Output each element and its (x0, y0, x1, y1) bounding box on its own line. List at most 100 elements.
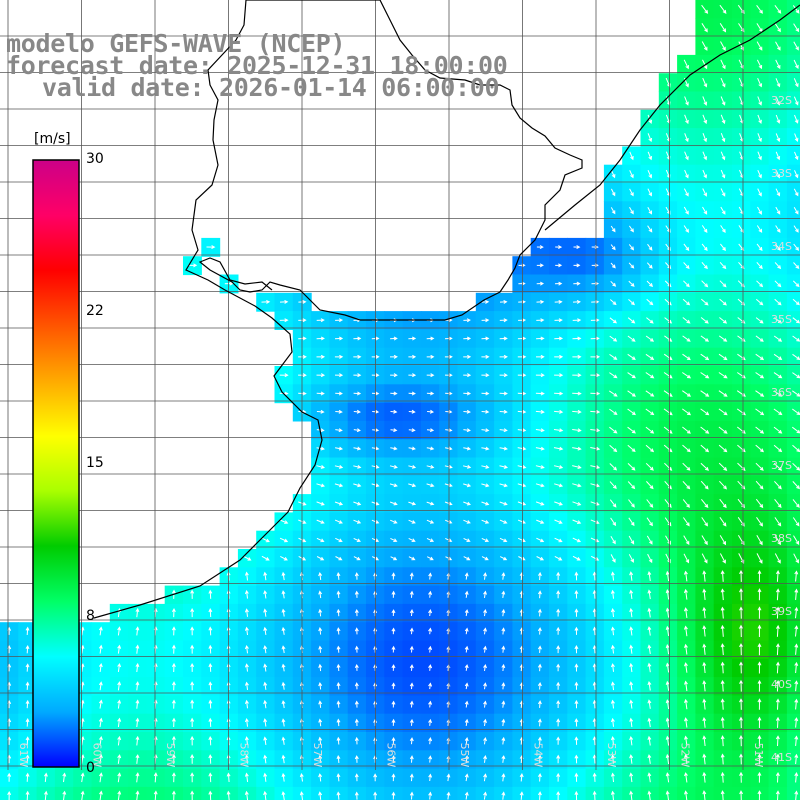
wind-arrow (25, 663, 30, 672)
colorbar-gradient (32, 159, 80, 768)
wind-arrow (336, 773, 341, 782)
wind-arrow (645, 462, 654, 471)
wind-arrow (682, 298, 691, 306)
wind-arrow (464, 590, 469, 598)
wind-arrow (683, 588, 688, 600)
wind-arrow (627, 390, 636, 397)
wind-arrow (757, 588, 762, 601)
wind-arrow (117, 681, 122, 691)
wind-arrow (720, 661, 725, 674)
wind-arrow (243, 555, 252, 561)
wind-arrow (720, 735, 725, 747)
wind-arrow (702, 625, 707, 637)
wind-arrow (775, 570, 780, 582)
wind-arrow (647, 243, 653, 251)
speed-cell (786, 274, 800, 294)
wind-arrow (117, 754, 122, 764)
wind-arrow (463, 428, 471, 433)
wind-arrow (517, 428, 527, 433)
wind-arrow (517, 354, 527, 359)
wind-arrow (610, 280, 617, 287)
wind-arrow (773, 426, 783, 434)
lon-label: 52W (679, 743, 692, 768)
wind-arrow (647, 188, 652, 197)
wind-arrow (537, 754, 542, 764)
wind-arrow (682, 408, 692, 416)
wind-arrow (609, 390, 618, 397)
wind-arrow (757, 133, 762, 143)
wind-arrow (700, 335, 710, 342)
wind-arrow (135, 772, 140, 783)
wind-arrow (646, 280, 654, 288)
wind-arrow (629, 170, 634, 179)
wind-arrow (627, 408, 636, 416)
wind-arrow (775, 735, 780, 747)
wind-arrow (98, 626, 103, 636)
wind-arrow (336, 627, 341, 635)
wind-arrow (665, 772, 670, 783)
wind-arrow (792, 517, 800, 527)
wind-arrow (535, 483, 545, 488)
wind-arrow (244, 608, 249, 617)
wind-arrow (718, 353, 728, 361)
lon-label: 56W (385, 743, 398, 768)
wind-arrow (684, 643, 688, 655)
wind-arrow (739, 771, 744, 783)
wind-arrow (336, 700, 341, 708)
wind-arrow (700, 408, 710, 416)
wind-arrow (25, 626, 30, 636)
wind-arrow (647, 772, 652, 783)
wind-arrow (554, 391, 564, 396)
wind-arrow (25, 699, 30, 709)
wind-arrow (501, 682, 506, 690)
wind-arrow (610, 772, 615, 783)
wind-arrow (353, 391, 362, 396)
wind-arrow (702, 680, 707, 692)
wind-arrow (244, 644, 249, 654)
wind-arrow (428, 645, 433, 653)
wind-arrow (117, 644, 122, 654)
wind-arrow (647, 607, 652, 618)
wind-arrow (609, 426, 618, 434)
wind-arrow (190, 735, 195, 746)
wind-arrow (244, 626, 249, 636)
wind-arrow (682, 517, 690, 527)
wind-arrow (483, 645, 487, 653)
wind-arrow (739, 753, 744, 765)
wind-arrow (318, 645, 323, 653)
wind-arrow (794, 753, 799, 765)
wind-arrow (554, 483, 564, 488)
wind-arrow (574, 608, 579, 617)
wind-arrow (682, 499, 690, 508)
wind-arrow (463, 556, 471, 561)
wind-arrow (499, 318, 508, 323)
wind-arrow (664, 298, 672, 306)
wind-arrow (501, 700, 506, 708)
wind-arrow (792, 481, 800, 490)
wind-arrow (389, 501, 398, 506)
wind-arrow (684, 790, 688, 800)
speed-cell (786, 585, 800, 605)
wind-arrow (755, 426, 765, 434)
wind-arrow (739, 643, 744, 656)
wind-arrow (739, 735, 744, 747)
wind-arrow (117, 717, 122, 728)
wind-arrow (775, 753, 780, 765)
wind-arrow (336, 736, 341, 745)
wind-arrow (318, 663, 323, 672)
wind-arrow (647, 133, 653, 143)
wind-arrow (646, 262, 653, 269)
wind-arrow (629, 790, 634, 800)
wind-arrow (775, 243, 781, 251)
wind-arrow (499, 483, 508, 488)
wind-arrow (773, 408, 783, 416)
wind-arrow (572, 373, 582, 378)
wind-arrow (263, 754, 268, 764)
wind-arrow (774, 298, 782, 306)
wind-arrow (409, 645, 414, 653)
wind-arrow (555, 245, 563, 250)
wind-arrow (408, 464, 417, 469)
speed-cell (786, 347, 800, 367)
wind-arrow (281, 754, 286, 764)
